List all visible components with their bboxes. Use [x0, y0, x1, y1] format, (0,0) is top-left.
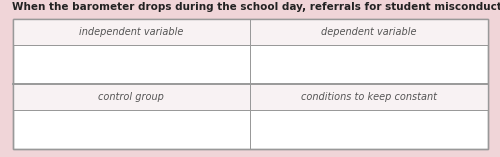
- Bar: [12, 19, 488, 149]
- Bar: [12, 19, 488, 45]
- Bar: [12, 84, 488, 110]
- Text: conditions to keep constant: conditions to keep constant: [301, 92, 437, 102]
- Text: dependent variable: dependent variable: [321, 27, 416, 37]
- Bar: [12, 19, 488, 149]
- Text: control group: control group: [98, 92, 164, 102]
- Text: When the barometer drops during the school day, referrals for student misconduct: When the barometer drops during the scho…: [12, 2, 500, 12]
- Text: independent variable: independent variable: [79, 27, 184, 37]
